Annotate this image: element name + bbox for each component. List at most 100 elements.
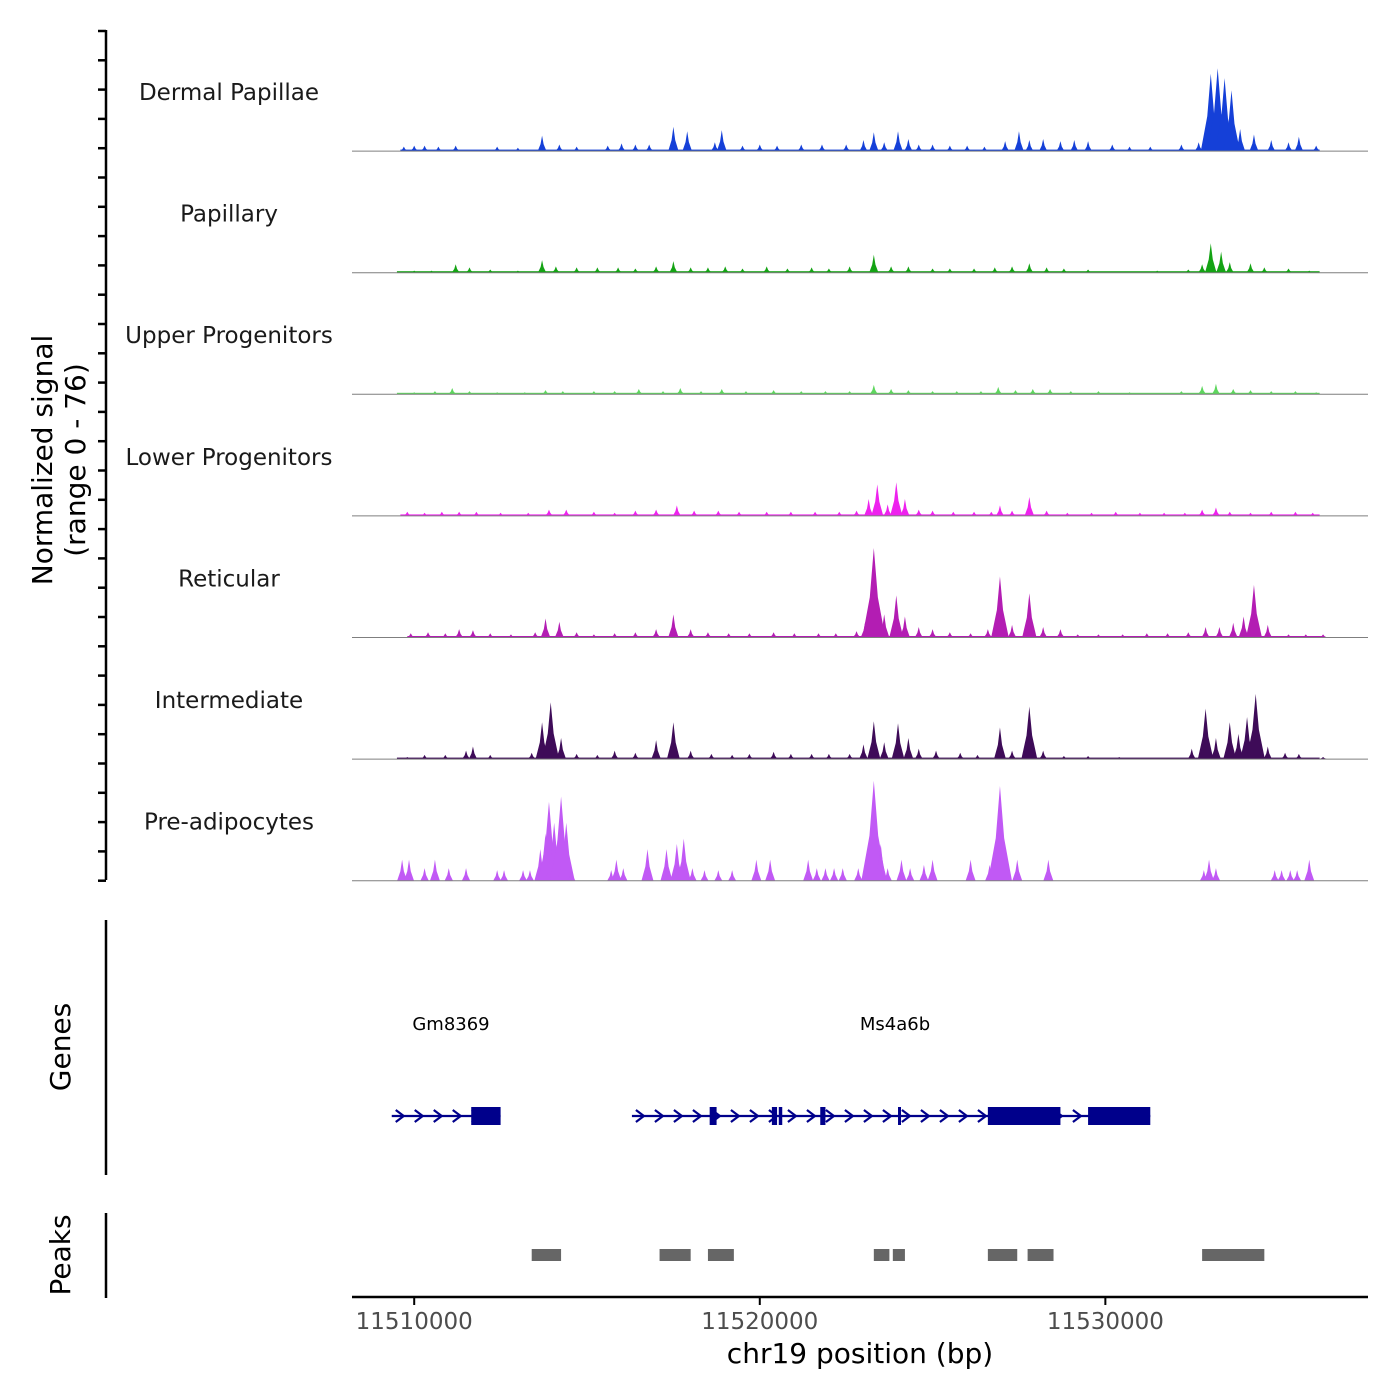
signal-peak — [890, 482, 903, 516]
gene-exon — [820, 1107, 826, 1125]
signal-peak — [1198, 509, 1207, 516]
signal-peak — [1204, 243, 1217, 273]
signal-peak — [631, 632, 640, 638]
signal-peak — [410, 392, 419, 395]
peak-region — [987, 1249, 1018, 1261]
gene-gm8369: Gm8369 — [391, 1014, 501, 1125]
signal-peak — [631, 268, 640, 273]
signal-peak — [527, 752, 536, 760]
signal-peak — [735, 511, 744, 516]
signal-peak — [845, 753, 854, 760]
x-tick-label: 11520000 — [701, 1309, 818, 1335]
signal-peak — [462, 750, 471, 760]
signal-peak — [676, 838, 691, 881]
signal-peak — [1291, 391, 1300, 395]
signal-peak — [987, 511, 996, 516]
signal-peak — [976, 391, 985, 395]
signal-peak — [1211, 868, 1221, 881]
signal-peak — [928, 510, 937, 516]
signal-peak — [1022, 593, 1037, 638]
signal-peak — [932, 750, 941, 760]
signal-peak — [928, 144, 937, 152]
signal-peak — [668, 126, 679, 152]
signal-peak — [896, 859, 907, 881]
signal-peak — [904, 390, 913, 395]
signal-peak — [1233, 733, 1244, 760]
signal-peak — [1246, 390, 1255, 395]
signal-peak — [558, 391, 567, 395]
signal-peak — [1160, 512, 1169, 516]
signal-peak — [914, 144, 923, 152]
signal-peak — [862, 548, 886, 638]
signal-peak — [887, 389, 896, 395]
signal-peak — [1007, 624, 1017, 638]
signal-peak — [1008, 510, 1017, 516]
signal-peak — [572, 632, 581, 638]
signal-peak — [710, 142, 719, 152]
peak-region — [1202, 1249, 1265, 1261]
signal-peak — [556, 738, 567, 760]
signal-peak — [567, 870, 576, 881]
signal-peak — [903, 738, 914, 760]
signal-peak — [716, 130, 727, 152]
signal-peak — [1304, 859, 1315, 881]
signal-floor — [400, 514, 1320, 516]
signal-peak — [807, 267, 816, 273]
signal-peak — [814, 633, 823, 638]
signal-peak — [927, 859, 938, 881]
gene-exon — [898, 1107, 902, 1125]
signal-peak — [572, 753, 581, 760]
signal-peak — [486, 633, 495, 638]
strand-arrow — [825, 1109, 836, 1123]
signal-peak — [762, 511, 771, 516]
signal-peak — [1263, 746, 1272, 760]
signal-peak — [945, 145, 954, 152]
signal-peak — [835, 511, 844, 516]
signal-peak — [963, 145, 972, 152]
signal-peak — [859, 140, 868, 152]
track-upper-progenitors: Upper Progenitors — [125, 323, 1368, 395]
signal-peak — [900, 499, 910, 516]
signal-peak — [1094, 634, 1103, 638]
signal-peak — [803, 859, 814, 881]
signal-peak — [700, 870, 709, 881]
signal-peak — [1028, 389, 1037, 395]
signal-peak — [1021, 706, 1038, 760]
coverage-axis-ticks — [98, 29, 106, 882]
strand-arrow — [806, 1109, 817, 1123]
signal-peak — [738, 145, 747, 152]
signal-peak — [1246, 693, 1265, 760]
signal-peak — [811, 511, 820, 516]
signal-peak — [403, 756, 412, 760]
signal-peak — [614, 267, 623, 273]
signal-peak — [741, 391, 750, 395]
signal-peak — [854, 868, 863, 881]
signal-peak — [688, 868, 697, 881]
signal-peak — [1210, 738, 1221, 760]
signal-peak — [465, 391, 474, 395]
signal-peak — [1073, 634, 1082, 638]
signal-peak — [970, 511, 979, 516]
signal-peak — [1115, 756, 1124, 760]
signal-peak — [420, 512, 429, 516]
signal-peak — [420, 868, 429, 881]
gene-label: Ms4a6b — [860, 1014, 930, 1035]
peak-region — [659, 1249, 691, 1261]
signal-peak — [1008, 266, 1017, 273]
signal-peak — [769, 390, 778, 395]
signal-peak — [619, 868, 628, 881]
signal-peak — [551, 266, 560, 273]
signal-peak — [1284, 142, 1293, 152]
strand-arrow — [901, 1109, 912, 1123]
signal-peak — [838, 868, 847, 881]
signal-peak — [914, 509, 923, 516]
signal-peak — [406, 633, 415, 638]
signal-peak — [659, 391, 668, 395]
signal-peak — [531, 632, 540, 638]
signal-peak — [1024, 496, 1035, 516]
signal-peak — [1108, 144, 1117, 152]
signal-peak — [1163, 633, 1172, 638]
signal-peak — [493, 870, 502, 881]
signal-peak — [1319, 634, 1328, 638]
